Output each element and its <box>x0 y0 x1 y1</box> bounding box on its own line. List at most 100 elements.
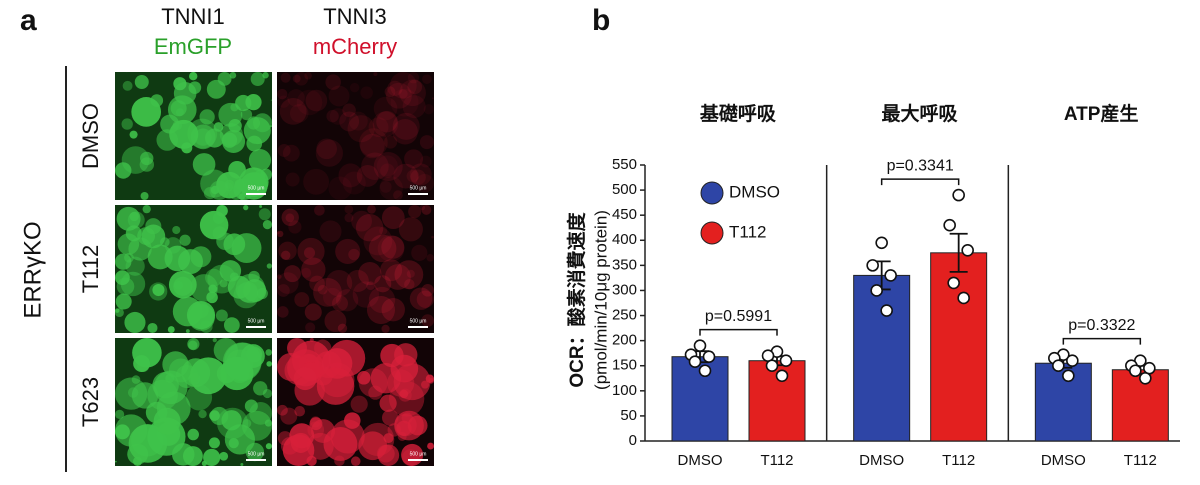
scale-bar-label: 500 µm <box>248 185 265 191</box>
cell-blob <box>169 120 198 149</box>
group-title: 最大呼吸 <box>881 102 958 125</box>
cell-blob <box>331 419 365 453</box>
cell-blob <box>259 205 262 208</box>
cell-blob <box>407 170 420 183</box>
significance-bracket <box>1063 339 1140 345</box>
cell-blob <box>431 236 434 239</box>
cell-blob <box>360 86 373 99</box>
cell-blob <box>421 205 431 215</box>
cell-blob <box>187 301 215 329</box>
group-label: ERRγKO <box>19 221 46 318</box>
cell-blob <box>382 298 405 321</box>
cell-blob <box>320 220 342 242</box>
cell-blob <box>306 456 316 466</box>
data-point <box>953 190 964 201</box>
data-point <box>871 285 882 296</box>
cell-blob <box>432 97 434 99</box>
y-tick-label: 100 <box>612 382 637 399</box>
y-tick-label: 150 <box>612 357 637 374</box>
cell-blob <box>213 212 225 224</box>
cell-blob <box>394 343 417 366</box>
data-point <box>948 277 959 288</box>
cell-blob <box>334 455 345 466</box>
cell-blob <box>209 410 220 421</box>
cell-blob <box>287 338 307 358</box>
cell-blob <box>217 408 248 439</box>
cell-blob <box>263 220 272 229</box>
data-point <box>876 237 887 248</box>
p-value: p=0.3341 <box>887 157 954 174</box>
data-point <box>1053 360 1064 371</box>
y-tick-label: 200 <box>612 332 637 349</box>
cell-blob <box>223 342 262 381</box>
data-point <box>1067 355 1078 366</box>
cell-blob <box>216 232 234 250</box>
cell-blob <box>286 173 300 187</box>
cell-blob <box>123 81 133 91</box>
y-tick-label: 550 <box>612 156 637 173</box>
cell-blob <box>281 73 291 83</box>
cell-blob <box>266 443 272 449</box>
cell-blob <box>141 192 149 200</box>
cell-blob <box>224 317 240 333</box>
cell-blob <box>306 90 328 112</box>
cell-blob <box>271 100 272 101</box>
scale-bar-label: 500 µm <box>410 318 427 324</box>
y-tick-label: 450 <box>612 206 637 223</box>
cell-blob <box>373 72 377 76</box>
cell-blob <box>262 72 268 78</box>
cell-blob <box>115 308 119 312</box>
x-tick-label: T112 <box>942 452 975 469</box>
cell-blob <box>427 443 434 450</box>
cell-blob <box>239 193 246 200</box>
cell-blob <box>145 218 161 234</box>
cell-blob <box>117 278 135 296</box>
y-axis-label: (pmol/min/10μg protein) <box>591 210 610 390</box>
data-point <box>885 270 896 281</box>
data-point <box>867 260 878 271</box>
cell-blob <box>131 97 161 127</box>
scale-bar-label: 500 µm <box>248 318 265 324</box>
cell-blob <box>316 140 343 167</box>
data-point <box>881 305 892 316</box>
cell-blob <box>189 81 202 94</box>
cell-blob <box>310 417 323 430</box>
cell-blob <box>204 187 216 199</box>
cell-blob <box>232 233 262 263</box>
cell-blob <box>122 118 133 129</box>
cell-blob <box>280 98 307 125</box>
cell-blob <box>259 208 271 220</box>
column-subtitle: mCherry <box>313 34 397 59</box>
panel-label: b <box>592 4 610 37</box>
cell-blob <box>394 260 423 289</box>
legend-swatch <box>701 222 723 244</box>
y-tick-label: 250 <box>612 307 637 324</box>
cell-blob <box>410 287 432 309</box>
cell-blob <box>378 444 400 466</box>
cell-blob <box>379 395 396 412</box>
data-point <box>781 355 792 366</box>
column-title: TNNI3 <box>323 4 387 29</box>
cell-blob <box>183 446 203 466</box>
data-point <box>1130 365 1141 376</box>
p-value: p=0.5991 <box>705 308 772 325</box>
cell-blob <box>115 253 131 269</box>
panel-label: a <box>20 4 37 37</box>
cell-blob <box>351 456 361 466</box>
cell-blob <box>281 251 290 260</box>
legend-swatch <box>701 182 723 204</box>
x-tick-label: DMSO <box>859 452 904 469</box>
row-label: T623 <box>78 377 103 427</box>
cell-blob <box>135 75 149 89</box>
y-tick-label: 400 <box>612 231 637 248</box>
cell-blob <box>128 387 138 397</box>
legend-label: DMSO <box>729 182 780 201</box>
cell-blob <box>369 235 397 263</box>
y-axis-label: OCR：酸素消費速度 <box>565 211 588 387</box>
cell-blob <box>301 258 325 282</box>
row-label: T112 <box>78 245 103 294</box>
p-value: p=0.3322 <box>1068 317 1135 334</box>
cell-blob <box>329 86 350 107</box>
cell-blob <box>176 108 184 116</box>
cell-blob <box>219 452 228 461</box>
